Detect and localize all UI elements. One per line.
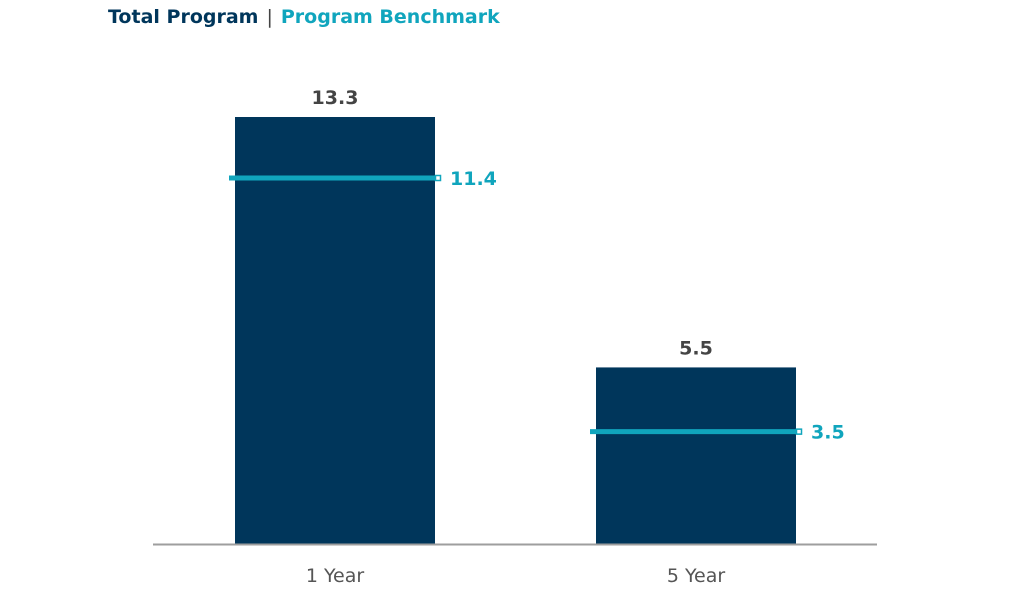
x-tick-label: 1 Year [306, 565, 365, 587]
chart-legend: Total Program | Program Benchmark [108, 6, 500, 28]
legend-label-total-program: Total Program [108, 6, 259, 28]
benchmark-value-label: 11.4 [450, 168, 497, 190]
bar [596, 367, 796, 544]
benchmark-line-end-marker [434, 174, 442, 182]
bar [235, 117, 435, 544]
benchmark-value-label: 3.5 [811, 422, 845, 444]
bar-value-label: 5.5 [679, 337, 713, 359]
bar-value-label: 13.3 [312, 87, 359, 109]
benchmark-line-end-marker [795, 428, 803, 435]
x-tick-label: 5 Year [667, 565, 726, 587]
legend-separator: | [266, 6, 273, 28]
legend-label-program-benchmark: Program Benchmark [280, 6, 500, 28]
